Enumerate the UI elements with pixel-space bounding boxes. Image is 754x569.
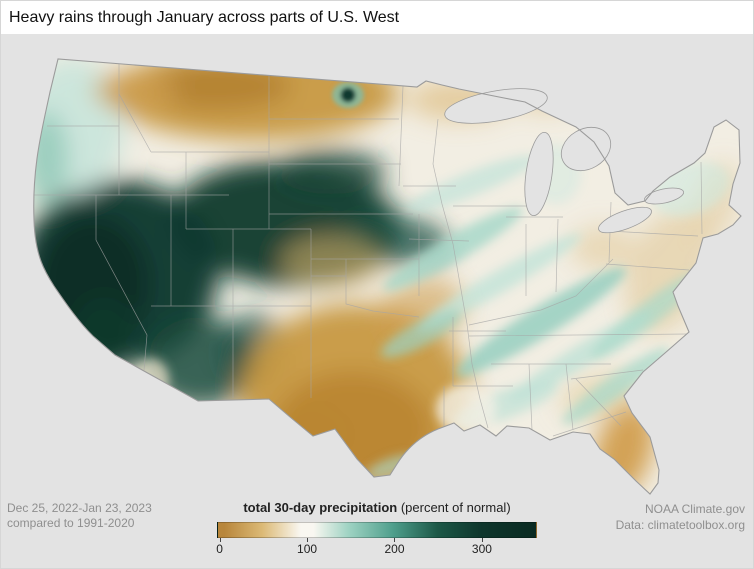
us-precipitation-map [33, 58, 742, 495]
title-bar: Heavy rains through January across parts… [1, 1, 753, 34]
great-lakes [444, 88, 685, 234]
data-credit-label: Data: climatetoolbox.org [615, 518, 745, 532]
legend-gradient-bar [217, 522, 537, 542]
lake-ontario [643, 187, 685, 205]
legend-title-variable: total 30-day precipitation [243, 500, 398, 515]
legend-tick-mark [307, 538, 309, 542]
period-block: Dec 25, 2022-Jan 23, 2023 compared to 19… [7, 501, 152, 531]
lake-superior [444, 88, 548, 124]
legend-tick-mark [219, 538, 221, 542]
date-range-label: Dec 25, 2022-Jan 23, 2023 [7, 501, 152, 515]
lake-huron [560, 126, 612, 172]
map-panel: Dec 25, 2022-Jan 23, 2023 compared to 19… [1, 34, 753, 568]
legend: total 30-day precipitation (percent of n… [197, 500, 557, 557]
precipitation-storm-bands [133, 140, 730, 478]
legend-tick-label: 0 [216, 542, 223, 556]
precipitation-field [33, 59, 742, 494]
lake-michigan [524, 131, 554, 217]
legend-tick-label: 300 [471, 542, 492, 556]
legend-tick-label: 100 [297, 542, 318, 556]
north-dakota-wet-spot [332, 82, 364, 108]
attribution-block: NOAA Climate.gov Data: climatetoolbox.or… [616, 501, 745, 533]
legend-tick-mark [394, 538, 396, 542]
lake-erie [598, 206, 652, 234]
baseline-label: compared to 1991-2020 [7, 516, 135, 530]
legend-title-units: (percent of normal) [397, 500, 511, 515]
legend-tick-mark [481, 538, 483, 542]
legend-tick-label: 200 [384, 542, 405, 556]
legend-tick-labels: 0 100 200 300 [216, 542, 536, 557]
legend-title: total 30-day precipitation (percent of n… [197, 500, 557, 515]
source-label: NOAA Climate.gov [644, 502, 745, 516]
figure-title: Heavy rains through January across parts… [9, 9, 400, 26]
